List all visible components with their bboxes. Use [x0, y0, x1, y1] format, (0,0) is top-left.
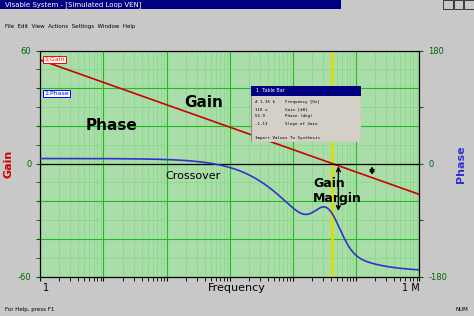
Bar	[0, 0, 341, 9]
Text: Phase: Phase	[456, 145, 466, 183]
Text: Import Values To Synthesis: Import Values To Synthesis	[255, 137, 320, 140]
Text: 1: 1	[43, 283, 49, 293]
Text: Gain
Margin: Gain Margin	[313, 177, 362, 205]
Text: Visable System - [Simulated Loop VEN]: Visable System - [Simulated Loop VEN]	[5, 1, 141, 8]
Text: 1 M: 1 M	[402, 283, 419, 293]
Bar	[454, 0, 463, 9]
Bar	[443, 0, 453, 9]
Text: Phase
Margin: Phase Margin	[313, 112, 362, 139]
Text: Frequency: Frequency	[208, 283, 266, 293]
Bar	[251, 86, 361, 96]
Bar	[464, 0, 474, 9]
Text: -1.13       Slope of Gain: -1.13 Slope of Gain	[255, 122, 318, 126]
Text: 1:Phase: 1:Phase	[44, 91, 69, 96]
Text: File  Edit  View  Actions  Settings  Window  Help: File Edit View Actions Settings Window H…	[5, 24, 135, 29]
Text: NUM: NUM	[455, 307, 468, 313]
Text: 1:Gain: 1:Gain	[44, 57, 64, 62]
Text: 55.9        Phase (deg): 55.9 Phase (deg)	[255, 114, 313, 118]
Text: For Help, press F1: For Help, press F1	[5, 307, 54, 313]
Text: Gain: Gain	[3, 150, 14, 179]
Text: 1  Table Bar: 1 Table Bar	[256, 88, 285, 93]
Text: Gain: Gain	[184, 95, 223, 110]
Text: # 1.35 k    Frequency [Hz]: # 1.35 k Frequency [Hz]	[255, 100, 320, 104]
Text: Crossover: Crossover	[165, 171, 221, 181]
Text: 110 u       Gain [dB]: 110 u Gain [dB]	[255, 107, 308, 111]
Text: Phase: Phase	[86, 118, 137, 133]
